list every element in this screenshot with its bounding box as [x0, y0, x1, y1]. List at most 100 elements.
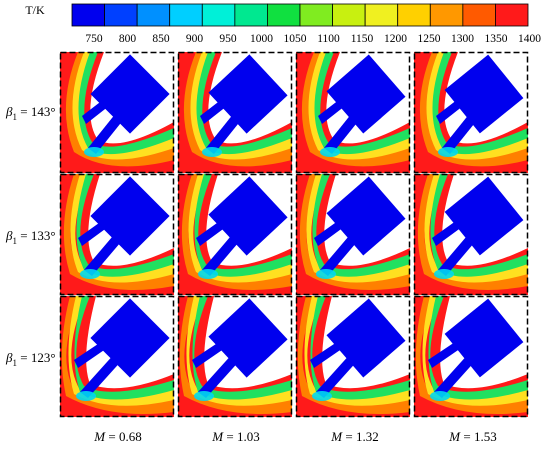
coolant-plenum	[444, 176, 524, 256]
coolant-hole	[434, 352, 478, 398]
colorbar-tick-label: 1350	[485, 33, 508, 45]
coolant-hole	[84, 230, 126, 276]
coolant-jet	[194, 391, 214, 401]
colorbar-tick-label: 1150	[351, 33, 374, 45]
panel-border	[177, 173, 293, 296]
column-labels: M = 0.68 M = 1.03 M = 1.32 M = 1.53	[93, 429, 496, 444]
coolant-plenum	[326, 176, 406, 256]
coolant-hole	[438, 230, 480, 276]
row-label-1: β1 = 143°	[5, 104, 56, 122]
coolant-jet	[316, 269, 336, 279]
coolant-hole	[324, 108, 364, 154]
colorbar: T/K 750 800 850 900 950 1000 1050 1100 1150 1200 1…	[25, 3, 541, 45]
yellow-band	[188, 174, 292, 283]
panel-border	[413, 295, 529, 418]
coolant-plenum	[90, 54, 170, 134]
panel-border	[177, 295, 293, 418]
colorbar-cell-12	[429, 3, 464, 27]
column-label-1: M = 0.68	[93, 429, 141, 444]
coolant-hole	[78, 218, 112, 246]
coolant-hole	[442, 108, 482, 154]
panel-border	[177, 51, 293, 174]
yellow-band	[424, 174, 528, 283]
colorbar-tick-label: 900	[186, 33, 204, 45]
yellow-band	[72, 52, 174, 160]
contour-panel	[413, 295, 529, 418]
panel-border	[59, 51, 175, 174]
row-labels: β1 = 143° β1 = 133° β1 = 123°	[5, 104, 56, 368]
contour-panel	[295, 295, 411, 418]
green-band	[78, 52, 174, 155]
yellow-band	[308, 52, 410, 160]
coolant-jet	[430, 391, 450, 401]
colorbar-cell-2	[104, 3, 138, 27]
column-label-4: M = 1.53	[448, 429, 496, 444]
panel-border	[59, 295, 175, 418]
colorbar-cell-13	[462, 3, 496, 27]
coolant-hole	[316, 352, 360, 398]
colorbar-tick-label: 1400	[518, 33, 541, 45]
coolant-jet	[312, 391, 332, 401]
green-band	[76, 174, 174, 277]
coolant-jet	[320, 147, 340, 157]
coolant-plenum	[444, 54, 524, 134]
coolant-hole	[320, 230, 362, 276]
coolant-plenum	[208, 298, 288, 378]
contour-panel	[295, 51, 411, 174]
orange-band	[183, 52, 292, 167]
coolant-hole	[318, 96, 350, 124]
panel-border	[59, 173, 175, 296]
colorbar-cell-1	[71, 3, 105, 27]
row-label-3: β1 = 123°	[5, 350, 56, 368]
coolant-hole	[88, 108, 128, 154]
panel-border	[295, 295, 411, 418]
colorbar-tick-label: 850	[152, 33, 170, 45]
green-band	[312, 174, 410, 277]
green-band	[196, 52, 292, 155]
colorbar-cell-8	[299, 3, 333, 27]
coolant-jet	[202, 147, 222, 157]
yellow-band	[190, 52, 292, 160]
yellow-band	[306, 174, 410, 283]
coolant-hole	[80, 352, 124, 398]
colorbar-cell-4	[169, 3, 203, 27]
column-label-2: M = 1.03	[211, 429, 259, 444]
contour-panel-grid	[59, 51, 529, 418]
orange-band	[65, 52, 174, 167]
column-label-3: M = 1.32	[330, 429, 378, 444]
colorbar-cell-3	[136, 3, 171, 27]
coolant-hole	[436, 96, 468, 124]
coolant-jet	[76, 391, 96, 401]
colorbar-tick-label: 1250	[418, 33, 441, 45]
colorbar-cell-9	[332, 3, 366, 27]
yellow-band	[70, 174, 174, 283]
panel-border	[413, 51, 529, 174]
green-band	[314, 52, 410, 155]
coolant-plenum	[208, 176, 288, 256]
coolant-hole	[206, 108, 246, 154]
colorbar-label: T/K	[25, 3, 45, 17]
coolant-hole	[192, 340, 228, 368]
coolant-hole	[310, 340, 346, 368]
colorbar-tick-label: 1000	[250, 33, 273, 45]
coolant-jet	[80, 269, 100, 279]
coolant-hole	[74, 340, 110, 368]
coolant-hole	[196, 218, 230, 246]
contour-panel	[177, 295, 293, 418]
green-band	[432, 52, 528, 155]
green-band	[430, 174, 528, 277]
colorbar-tick-label: 1300	[451, 33, 474, 45]
coolant-plenum	[444, 298, 524, 378]
colorbar-tick-label: 800	[119, 33, 137, 45]
coolant-jet	[434, 269, 454, 279]
coolant-plenum	[208, 54, 288, 134]
colorbar-tick-label: 1050	[284, 33, 307, 45]
contour-panel	[59, 51, 175, 174]
colorbar-tick-label: 1200	[384, 33, 407, 45]
orange-band	[419, 52, 528, 167]
coolant-jet	[198, 269, 218, 279]
coolant-hole	[314, 218, 348, 246]
contour-panel	[59, 173, 175, 296]
yellow-band	[426, 52, 528, 160]
